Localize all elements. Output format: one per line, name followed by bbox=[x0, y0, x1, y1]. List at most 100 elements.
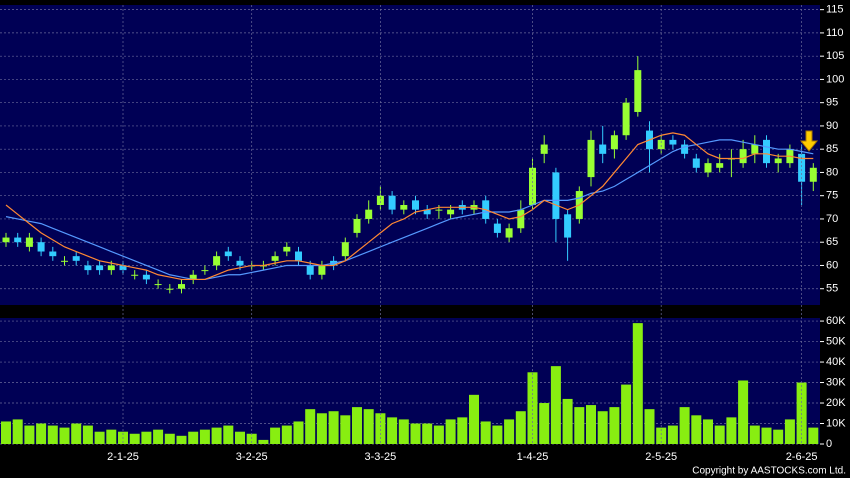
candle-body bbox=[37, 242, 45, 252]
candle-body bbox=[716, 163, 724, 168]
volume-bar bbox=[316, 413, 327, 444]
y-tick-label: 95 bbox=[826, 97, 838, 109]
volume-bar bbox=[703, 419, 713, 444]
candle-body bbox=[119, 265, 127, 271]
candle-body bbox=[412, 200, 419, 210]
x-tick-label: 3-3-25 bbox=[365, 451, 397, 463]
volume-bar bbox=[188, 431, 199, 444]
y-tick-label: 75 bbox=[826, 190, 838, 202]
volume-bar bbox=[24, 425, 35, 444]
candle-body bbox=[400, 205, 408, 210]
volume-bar bbox=[515, 411, 526, 444]
volume-bar bbox=[433, 425, 444, 444]
y-tick-label: 50K bbox=[826, 335, 846, 347]
candle-body bbox=[61, 260, 68, 262]
volume-bar bbox=[679, 407, 690, 444]
volume-bar bbox=[141, 431, 152, 444]
volume-bar bbox=[387, 417, 398, 444]
volume-bar bbox=[352, 407, 362, 444]
candle-body bbox=[376, 195, 384, 205]
arrow-marker bbox=[799, 130, 819, 152]
candle-body bbox=[751, 144, 759, 154]
volume-bar bbox=[305, 409, 316, 444]
volume-bar bbox=[457, 417, 468, 444]
volume-bar bbox=[784, 419, 795, 444]
y-tick-label: 85 bbox=[826, 143, 838, 155]
volume-bar bbox=[71, 423, 82, 444]
volume-bar bbox=[714, 425, 725, 444]
candle-body bbox=[809, 167, 817, 182]
candle-body bbox=[178, 284, 185, 289]
x-tick-label: 1-4-25 bbox=[517, 451, 549, 463]
volume-bar bbox=[12, 419, 23, 444]
volume-bar bbox=[761, 427, 772, 444]
volume-bar bbox=[398, 419, 409, 444]
volume-bar bbox=[574, 407, 585, 444]
candle-body bbox=[166, 288, 174, 290]
candle-body bbox=[587, 139, 595, 178]
candle-body bbox=[201, 270, 209, 272]
candle-body bbox=[224, 251, 232, 257]
volume-bar bbox=[164, 433, 175, 444]
volume-bar bbox=[176, 435, 187, 444]
volume-bar bbox=[199, 429, 210, 444]
candle-body bbox=[447, 209, 455, 215]
volume-bar bbox=[129, 433, 140, 444]
volume-bar bbox=[738, 380, 749, 444]
candle-body bbox=[131, 274, 139, 276]
moving-average bbox=[5, 132, 814, 281]
volume-bar bbox=[550, 366, 561, 444]
candle-body bbox=[692, 158, 700, 168]
candle-body bbox=[564, 214, 572, 238]
candle-body bbox=[96, 265, 104, 271]
candle-body bbox=[154, 284, 162, 286]
candle-body bbox=[72, 256, 80, 261]
volume-bar bbox=[293, 421, 304, 444]
volume-bar bbox=[527, 372, 538, 444]
volume-bar bbox=[480, 421, 491, 444]
volume-bar bbox=[375, 413, 386, 444]
volume-bar bbox=[47, 425, 58, 444]
volume-bar bbox=[726, 417, 737, 444]
candle-body bbox=[634, 70, 642, 112]
candle-body bbox=[704, 163, 712, 173]
y-tick-label: 60 bbox=[826, 259, 838, 271]
x-tick-label: 2-5-25 bbox=[645, 451, 677, 463]
candle-body bbox=[318, 265, 326, 275]
y-tick-label: 30K bbox=[826, 376, 846, 388]
volume-bar bbox=[609, 407, 620, 444]
volume-bar bbox=[539, 403, 550, 444]
candle-body bbox=[2, 237, 10, 243]
volume-bar bbox=[597, 411, 608, 444]
candle-body bbox=[189, 274, 197, 280]
y-tick-label: 10K bbox=[826, 417, 846, 429]
candle-body bbox=[435, 209, 443, 211]
candle-body bbox=[388, 195, 396, 210]
volume-bar bbox=[94, 431, 105, 444]
y-tick-label: 80 bbox=[826, 166, 838, 178]
candle-body bbox=[669, 139, 677, 145]
volume-bar bbox=[59, 427, 70, 444]
y-tick-label: 100 bbox=[826, 73, 844, 85]
volume-bar bbox=[211, 427, 222, 444]
volume-bar bbox=[656, 427, 667, 444]
candle-body bbox=[763, 139, 770, 164]
volume-bar bbox=[773, 429, 784, 444]
candle-body bbox=[107, 265, 115, 271]
volume-bar bbox=[410, 423, 421, 444]
y-tick-label: 105 bbox=[826, 50, 844, 62]
candle-body bbox=[622, 102, 630, 136]
volume-bar bbox=[235, 431, 245, 444]
candle-body bbox=[540, 144, 548, 154]
volume-bar bbox=[422, 423, 433, 444]
volume-bar bbox=[270, 427, 281, 444]
volume-bar bbox=[492, 425, 503, 444]
x-tick-label: 2-1-25 bbox=[107, 451, 139, 463]
candle-body bbox=[84, 265, 92, 271]
volume-bar bbox=[363, 409, 374, 444]
volume-bar bbox=[667, 425, 678, 444]
candle-body bbox=[271, 256, 279, 261]
volume-bar bbox=[469, 394, 479, 444]
volume-bar bbox=[223, 425, 234, 444]
candle-body bbox=[681, 144, 689, 154]
